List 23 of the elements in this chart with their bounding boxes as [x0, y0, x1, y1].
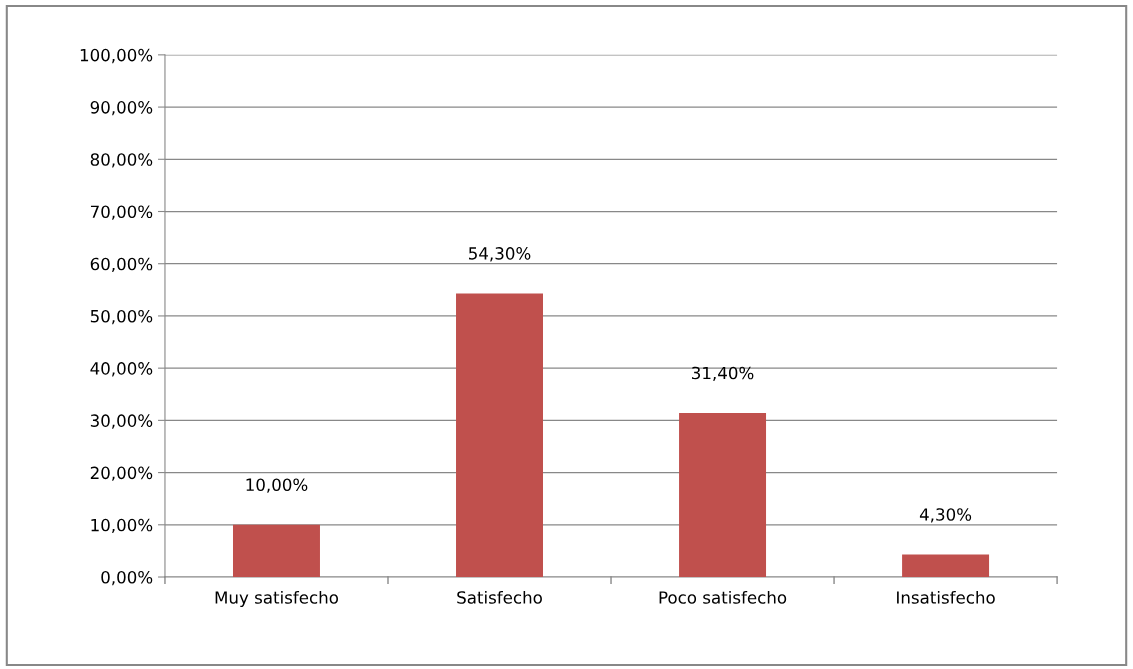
x-tick-label: Muy satisfecho	[215, 590, 339, 608]
data-label: 10,00%	[246, 478, 308, 493]
bar	[902, 554, 990, 578]
bar	[456, 293, 543, 578]
x-tick-label: Satisfecho	[457, 590, 542, 604]
x-tick-label: Insatisfecho	[897, 590, 995, 604]
data-label: 31,40%	[692, 366, 754, 381]
bar	[232, 524, 320, 578]
data-label: 54,30%	[469, 247, 531, 262]
y-tick-label: 50,00%	[90, 309, 153, 325]
y-tick-label: 70,00%	[90, 205, 153, 220]
x-tick-label: Poco satisfecho	[659, 590, 787, 604]
y-tick-label: 90,00%	[90, 101, 153, 116]
y-tick-label: 40,00%	[90, 362, 153, 377]
y-tick-label: 10,00%	[91, 518, 153, 534]
bar	[679, 413, 767, 578]
data-label: 4,30%	[919, 508, 972, 523]
y-tick-label: 60,00%	[90, 257, 153, 272]
y-tick-label: 100,00%	[80, 48, 153, 64]
y-tick-label: 30,00%	[90, 414, 153, 429]
y-tick-label: 20,00%	[90, 466, 153, 481]
y-tick-label: 80,00%	[90, 153, 153, 168]
y-tick-label: 0,00%	[101, 570, 153, 586]
